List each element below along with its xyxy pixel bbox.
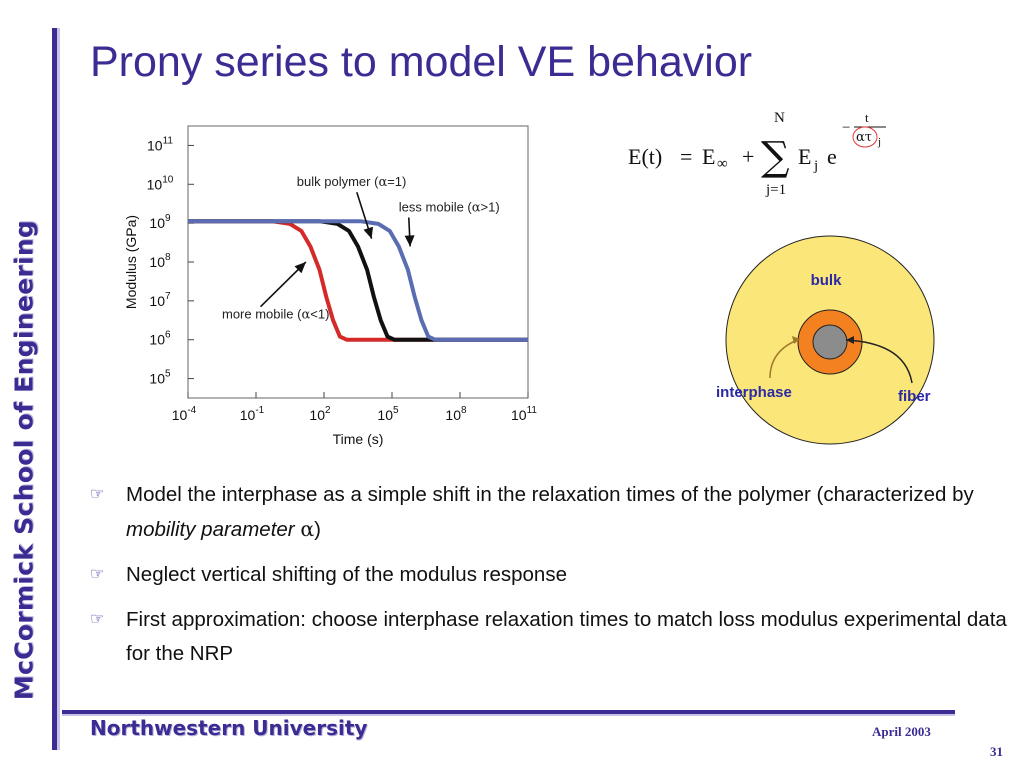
formula-sum-bottom: j=1 xyxy=(765,182,786,198)
x-axis-label: Time (s) xyxy=(333,431,384,447)
plot-frame xyxy=(187,125,529,399)
annotations-group: bulk polymer (α=1) less mobile (α>1) more … xyxy=(222,174,500,322)
fiber-core xyxy=(812,324,848,360)
y-tick-label: 1011 xyxy=(147,135,173,153)
footer-rule xyxy=(62,710,955,714)
x-tick-label: 102 xyxy=(309,405,331,423)
annotation-arrowhead xyxy=(363,226,373,239)
fiber-cross-section: bulk interphase fiber xyxy=(716,235,935,445)
axis-ticks: 10-4 10-1 102 105 108 1011 105 106 107 108 109 1010… xyxy=(147,135,538,423)
series-line-2 xyxy=(188,219,528,342)
prony-formula: E(t) = E ∞ + N ∑ j=1 E j e − t ατ j xyxy=(628,110,886,198)
y-axis-label: Modulus (GPa) xyxy=(123,215,139,309)
bullet-item: ☞ First approximation: choose interphase… xyxy=(88,603,1018,671)
bullet-text: First approximation: choose interphase r… xyxy=(126,608,1007,665)
formula-e-inf: E xyxy=(702,144,715,169)
x-tick-label: 108 xyxy=(445,405,467,423)
alpha-highlight-circle xyxy=(852,126,878,148)
formula-exp-denominator-sub: j xyxy=(877,136,881,148)
fiber-label: fiber xyxy=(898,388,931,405)
bulk-label: bulk xyxy=(811,272,842,289)
y-tick-label: 105 xyxy=(149,369,171,387)
bullet-text: Model the interphase as a simple shift i… xyxy=(126,483,974,506)
formula-ej: E xyxy=(798,144,811,169)
bullet-tail: ) xyxy=(314,518,321,541)
formula-lhs: E(t) xyxy=(628,144,662,169)
y-tick-label: 109 xyxy=(149,213,171,231)
pointing-hand-icon: ☞ xyxy=(90,486,105,503)
pointing-hand-icon: ☞ xyxy=(90,566,105,583)
annotation-label: more mobile (α<1) xyxy=(222,306,329,322)
pointing-hand-icon: ☞ xyxy=(90,611,105,628)
footer-rule-shadow xyxy=(62,714,955,716)
formula-ej-sub: j xyxy=(813,158,818,174)
footer-org: Northwestern University xyxy=(90,716,368,740)
bullet-emphasis: mobility parameter xyxy=(126,518,295,541)
bullet-list: ☞ Model the interphase as a simple shift… xyxy=(88,478,1018,682)
footer-date: April 2003 xyxy=(872,724,931,739)
annotation-label: bulk polymer (α=1) xyxy=(297,174,407,190)
annotation-arrowhead xyxy=(404,235,415,247)
formula-plus: + xyxy=(742,144,754,169)
bullet-item: ☞ Model the interphase as a simple shift… xyxy=(88,478,1018,547)
y-tick-label: 1010 xyxy=(147,174,174,192)
x-tick-label: 10-4 xyxy=(172,405,197,423)
x-tick-label: 1011 xyxy=(511,405,537,423)
bullet-item: ☞ Neglect vertical shifting of the modul… xyxy=(88,558,1018,592)
y-tick-label: 108 xyxy=(149,252,171,270)
fiber-arrowhead xyxy=(846,336,854,344)
side-brand: McCormick School of Engineering xyxy=(0,190,48,730)
modulus-chart: 10-4 10-1 102 105 108 1011 105 106 107 108 109 1010… xyxy=(123,125,538,447)
side-rule-shadow xyxy=(57,28,60,750)
formula-e-base: e xyxy=(827,144,837,169)
bullet-greek: α xyxy=(300,517,315,541)
series-group xyxy=(188,219,528,342)
y-tick-label: 106 xyxy=(149,330,171,348)
side-brand-text: McCormick School of Engineering xyxy=(9,219,39,701)
x-tick-label: 10-1 xyxy=(240,405,265,423)
formula-exp-numerator: t xyxy=(865,110,869,125)
formula-exp-denominator: ατ xyxy=(856,130,872,145)
page-number: 31 xyxy=(990,744,1003,759)
interphase-arrowhead xyxy=(792,336,800,344)
x-tick-label: 105 xyxy=(377,405,399,423)
interphase-label: interphase xyxy=(716,384,792,401)
bullet-text: Neglect vertical shifting of the modulus… xyxy=(126,563,567,586)
slide-title: Prony series to model VE behavior xyxy=(90,38,753,86)
annotation-arrowhead xyxy=(294,262,306,274)
formula-sum-sign: ∑ xyxy=(761,134,790,180)
side-rule xyxy=(52,28,57,750)
annotation-label: less mobile (α>1) xyxy=(399,199,500,215)
formula-sum-top: N xyxy=(774,110,785,126)
fiber-arrow xyxy=(845,339,913,384)
y-tick-label: 107 xyxy=(149,291,171,309)
formula-equals: = xyxy=(680,144,692,169)
formula-inf-sub: ∞ xyxy=(717,156,728,172)
formula-exp-minus: − xyxy=(842,120,850,136)
